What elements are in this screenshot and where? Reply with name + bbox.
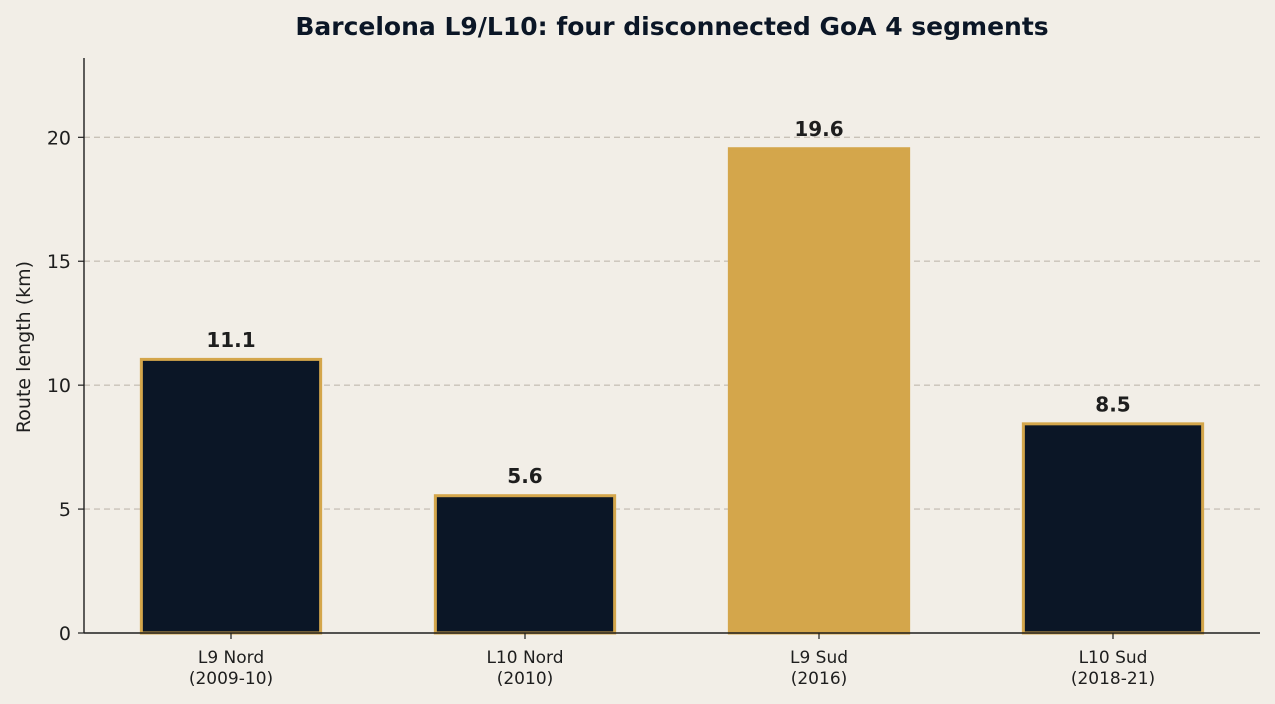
- data-label-0: 11.1: [206, 328, 255, 352]
- bar-1: [433, 494, 617, 635]
- x-tick-label-3: L10 Sud (2018-21): [1071, 648, 1155, 689]
- y-tick-label-0: 0: [59, 623, 71, 645]
- axes: [78, 58, 1260, 639]
- y-tick-label-10: 10: [47, 375, 71, 397]
- x-tick-label-1: L10 Nord (2010): [486, 648, 563, 689]
- x-tick-label-2: L9 Sud (2016): [790, 648, 848, 689]
- bar-0: [139, 357, 323, 635]
- data-label-1: 5.6: [507, 464, 542, 488]
- labels: 11.1 L9 Nord (2009-10) 5.6 L10 Nord (2010) 19.…: [47, 117, 1155, 689]
- y-tick-label-15: 15: [47, 251, 71, 273]
- y-tick-label-20: 20: [47, 127, 71, 149]
- data-label-2: 19.6: [794, 117, 843, 141]
- data-label-3: 8.5: [1095, 392, 1130, 416]
- chart-title: Barcelona L9/L10: four disconnected GoA …: [295, 12, 1048, 41]
- x-tick-label-0: L9 Nord (2009-10): [189, 648, 273, 689]
- bar-2: [727, 147, 911, 635]
- y-axis-label: Route length (km): [13, 261, 35, 433]
- bar-3: [1021, 422, 1205, 635]
- bars: [139, 147, 1205, 635]
- y-tick-label-5: 5: [59, 499, 71, 521]
